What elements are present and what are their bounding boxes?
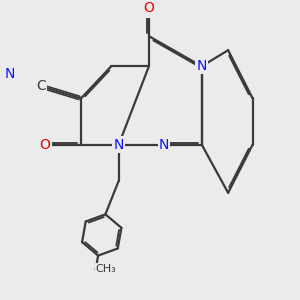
Text: O: O <box>40 138 51 152</box>
Text: N: N <box>4 67 14 81</box>
Text: CH₃: CH₃ <box>96 264 116 274</box>
Text: C: C <box>37 80 46 93</box>
Text: O: O <box>143 1 154 15</box>
Text: N: N <box>159 138 169 152</box>
Text: N: N <box>196 59 207 73</box>
Text: N: N <box>113 138 124 152</box>
